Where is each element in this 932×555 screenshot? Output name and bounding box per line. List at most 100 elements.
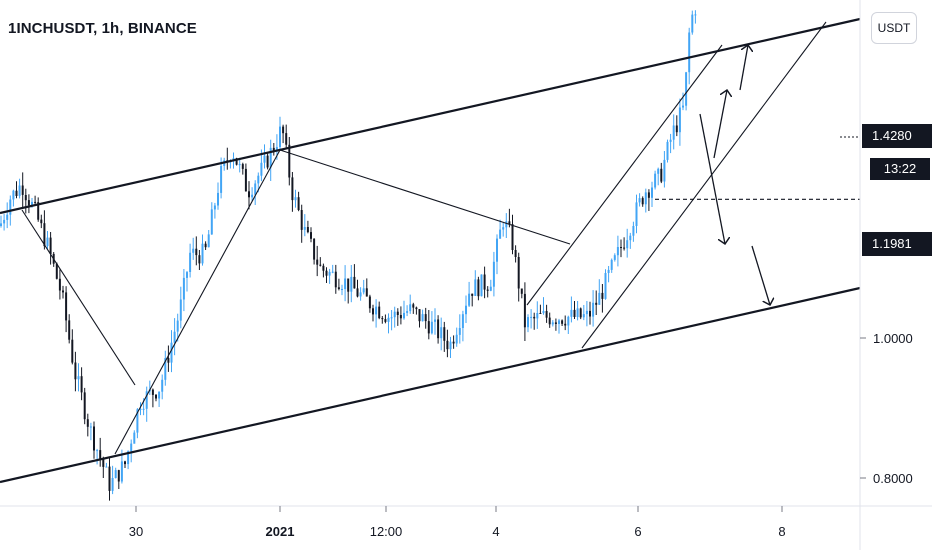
candle-body [127,451,130,465]
candle-body [210,209,213,235]
candle-body [691,14,694,33]
candle-body [585,310,588,315]
candle-body [155,394,157,399]
candle-body [675,125,678,133]
candle-body [623,247,626,249]
candle-body [285,133,288,145]
candle-body [533,316,536,319]
candle-body [192,248,195,253]
candle-body [319,264,322,266]
candle-body [117,470,120,482]
candle-body [31,201,33,206]
candle-body [576,308,579,317]
candle-body [465,305,467,315]
candle-body [666,141,669,160]
candle-body [24,195,27,201]
candle-body [46,237,49,247]
candle-body [341,289,343,290]
candle-body [607,269,610,273]
candle-body [520,288,523,294]
candle-body [313,238,316,260]
x-tick-label: 2021 [266,524,295,539]
candle-body [570,309,573,317]
arrow-down-2 [751,245,770,305]
candle-body [601,292,604,299]
candle-body [93,426,95,451]
candle-body [626,240,629,249]
candle-body [672,125,675,140]
candle-body [449,341,452,350]
candle-body [455,334,458,344]
candle-body [409,304,412,312]
arrow-up-2 [739,45,748,91]
candle-body [15,190,18,196]
candle-body [399,315,402,319]
y-tick-label: 1.0000 [873,331,913,346]
candle-body [337,287,340,289]
candle-body [71,339,74,363]
candle-body [660,168,663,182]
candle-body [257,175,260,184]
candle-body [564,323,567,326]
x-tick-label: 4 [492,524,499,539]
candle-body [558,320,560,324]
candle-body [189,252,192,272]
candle-body [350,276,353,292]
candle-body [669,139,672,142]
candle-body [244,168,247,192]
candle-body [142,408,145,410]
candle-body [530,316,533,318]
candle-body [477,279,480,297]
candle-body [427,321,430,334]
candle-body [678,107,681,133]
candle-body [279,126,281,148]
candle-body [647,192,650,198]
candle-body [554,322,557,324]
candle-body [186,272,188,278]
candle-body [62,290,64,293]
wedge-lower-line [581,21,827,349]
candle-body [539,313,542,314]
candle-body [604,273,607,299]
candle-body [176,320,179,332]
candle-body [328,271,331,276]
candle-body [644,192,647,205]
candle-body [294,197,297,201]
candle-body [508,221,511,225]
candle-body [375,306,378,315]
candle-body [682,105,684,108]
candles-group [0,10,697,501]
candle-body [89,426,92,428]
candle-body [468,293,471,306]
candle-body [496,238,498,262]
candle-body [269,147,272,168]
candle-body [235,158,238,165]
candle-body [424,314,427,322]
candle-body [263,155,266,163]
candle-body [635,202,638,226]
candle-body [120,461,123,482]
candle-body [589,310,591,317]
candle-body [217,192,219,206]
x-tick-label: 12:00 [370,524,403,539]
candle-body [136,409,139,433]
candle-body [688,32,691,73]
candle-body [567,316,570,326]
candle-body [403,312,405,319]
candle-body [68,320,71,340]
candle-body [260,162,263,176]
candle-body [325,270,328,276]
candle-body [322,265,325,271]
candle-body [685,72,688,106]
candle-body [164,358,167,380]
currency-button[interactable]: USDT [871,12,917,44]
candle-body [499,229,502,239]
candle-body [43,223,46,247]
candle-body [434,319,436,322]
candle-body [74,362,77,380]
channel-upper-line [0,17,861,215]
candle-body [139,408,142,410]
